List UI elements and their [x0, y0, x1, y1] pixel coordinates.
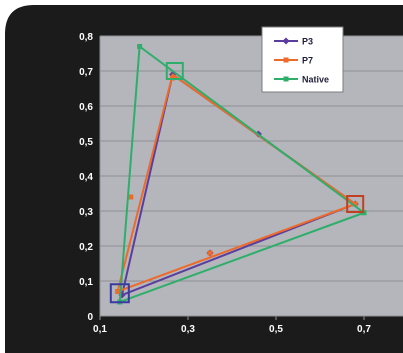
x-tick-label: 0,3 [181, 324, 195, 335]
highlight-box-p3 [109, 283, 130, 304]
legend-label: P3 [302, 37, 313, 47]
highlight-box-native [165, 62, 184, 80]
y-tick-label: 0,4 [79, 172, 93, 183]
legend-swatch-marker [282, 37, 290, 45]
legend-item-native: Native [274, 75, 329, 85]
y-axis-labels: 0 0,1 0,2 0,3 0,4 0,5 0,6 0,7 0,8 [79, 32, 93, 323]
highlight-boxes [109, 62, 365, 304]
x-tick-label: 0,7 [357, 324, 371, 335]
data-point [207, 250, 213, 256]
y-tick-label: 0,5 [79, 137, 93, 148]
x-axis-labels: 0,1 0,3 0,5 0,7 [93, 324, 371, 335]
data-point [128, 194, 134, 200]
y-tick-label: 0,1 [79, 277, 93, 288]
data-point [115, 289, 121, 294]
series-line-native [118, 45, 365, 303]
series-layer [115, 44, 367, 305]
legend: P3 P7 Native [261, 26, 344, 93]
legend-label: P7 [302, 56, 313, 66]
y-tick-label: 0,3 [79, 207, 93, 218]
legend-label: Native [302, 75, 329, 85]
legend-item-p7: P7 [274, 56, 313, 66]
data-point [137, 44, 143, 49]
data-point [352, 201, 358, 207]
y-tick-label: 0,6 [79, 102, 93, 113]
x-tick-label: 0,5 [269, 324, 283, 335]
gridlines [99, 35, 403, 320]
y-tick-label: 0,8 [79, 32, 93, 43]
x-tick-label: 0,1 [93, 324, 107, 335]
highlight-box-p7 [346, 195, 365, 213]
legend-swatch-marker [283, 76, 289, 82]
legend-swatch-marker [283, 57, 289, 63]
legend-item-p3: P3 [274, 37, 313, 47]
y-tick-label: 0,2 [79, 242, 93, 253]
y-tick-label: 0,7 [79, 67, 93, 78]
y-tick-label: 0 [87, 312, 93, 323]
